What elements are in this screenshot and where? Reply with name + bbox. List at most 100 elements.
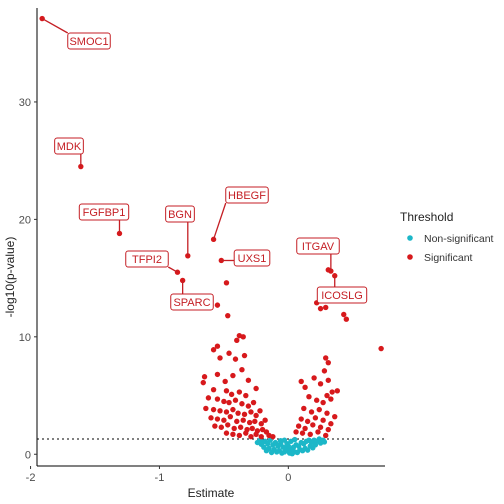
point-significant	[248, 433, 254, 440]
point-significant	[234, 337, 240, 344]
point-significant	[241, 352, 248, 359]
point-significant	[212, 423, 218, 429]
point-significant	[343, 316, 350, 322]
label-box	[67, 32, 111, 50]
point-significant	[308, 409, 315, 415]
point-significant	[295, 423, 302, 429]
point-non-significant	[258, 441, 264, 447]
point-significant	[231, 425, 237, 432]
point-significant	[307, 431, 313, 437]
point-significant	[304, 418, 311, 425]
point-significant	[223, 280, 230, 286]
point-significant	[325, 377, 331, 383]
point-significant	[258, 433, 264, 440]
point-label: ITGAV	[302, 241, 335, 253]
x-tick-label: -1	[155, 472, 165, 484]
point-label: TFPI2	[132, 254, 162, 266]
label-box	[225, 186, 269, 204]
point-significant	[323, 432, 329, 439]
point-significant	[302, 425, 308, 432]
point-significant	[324, 392, 330, 399]
point-non-significant	[299, 448, 306, 454]
label-connector	[167, 266, 178, 273]
point-significant	[210, 406, 217, 413]
point-significant	[223, 409, 230, 415]
point-significant	[262, 417, 268, 423]
legend-swatch	[407, 235, 413, 241]
legend-swatch	[407, 254, 413, 260]
point-significant	[245, 377, 252, 383]
point-significant	[226, 350, 232, 356]
point-significant	[225, 422, 231, 428]
point-significant	[221, 417, 227, 423]
label-connector	[212, 202, 227, 240]
point-significant	[378, 345, 384, 352]
point-significant	[313, 397, 320, 403]
point-significant	[208, 415, 214, 421]
point-significant	[246, 419, 253, 426]
x-tick-label: -2	[26, 472, 36, 484]
point-significant	[230, 372, 236, 379]
point-significant	[325, 426, 331, 433]
point-significant	[232, 356, 239, 362]
point-label: SPARC	[173, 297, 210, 309]
point-significant	[236, 432, 243, 439]
point-non-significant	[312, 442, 319, 448]
axes: 0 10 20 30 -2 -1 0 Estimate -log10(p-value)	[3, 8, 385, 500]
point-significant	[201, 374, 208, 380]
point-significant	[250, 399, 257, 406]
point-label: BGN	[168, 209, 192, 221]
point-significant	[239, 367, 245, 373]
point-significant	[258, 421, 264, 427]
labels-layer: SMOC1 MDK FGFBP1 BGN HBEGF TFPI2 SPARC UXS1 ITGA…	[41, 18, 368, 311]
point-significant	[217, 355, 223, 361]
point-significant	[210, 386, 217, 393]
point-significant	[328, 421, 334, 427]
point-non-significant	[268, 449, 275, 456]
point-significant	[235, 410, 241, 416]
point-significant	[248, 409, 254, 415]
point-significant	[306, 394, 312, 400]
point-significant	[312, 415, 319, 421]
point-significant	[214, 302, 221, 308]
point-significant	[222, 378, 228, 385]
point-significant	[230, 406, 236, 413]
point-label: MDK	[57, 141, 82, 153]
legend-item-label: Significant	[424, 252, 473, 264]
point-significant	[257, 408, 263, 414]
point-significant	[298, 416, 304, 422]
point-significant	[259, 426, 266, 433]
point-significant	[217, 408, 223, 414]
label-box	[170, 293, 214, 311]
point-non-significant	[263, 448, 270, 454]
point-significant	[325, 359, 331, 366]
point-significant	[249, 425, 255, 432]
point-significant	[223, 388, 230, 394]
point-significant	[332, 413, 338, 420]
point-significant	[329, 389, 335, 395]
point-significant	[302, 384, 308, 391]
point-significant	[226, 399, 232, 406]
point-significant	[317, 381, 324, 387]
point-significant	[214, 396, 221, 402]
point-significant	[298, 378, 304, 385]
label-connector	[41, 18, 69, 34]
point-significant	[243, 430, 249, 436]
point-significant	[324, 410, 330, 416]
point-non-significant	[294, 449, 301, 456]
point-significant	[214, 371, 221, 378]
y-tick-label: 0	[25, 449, 31, 461]
point-non-significant	[321, 439, 328, 445]
y-tick-label: 30	[19, 97, 31, 109]
legend: Threshold Non-significant Significant	[400, 210, 494, 264]
point-significant	[320, 417, 326, 423]
point-significant	[210, 347, 217, 353]
label-box	[165, 205, 195, 223]
point-non-significant	[289, 450, 295, 457]
legend-item-label: Non-significant	[424, 233, 494, 245]
x-tick-label: 0	[285, 472, 291, 484]
point-significant	[316, 406, 322, 413]
point-significant	[237, 424, 244, 430]
point-significant	[214, 416, 221, 422]
